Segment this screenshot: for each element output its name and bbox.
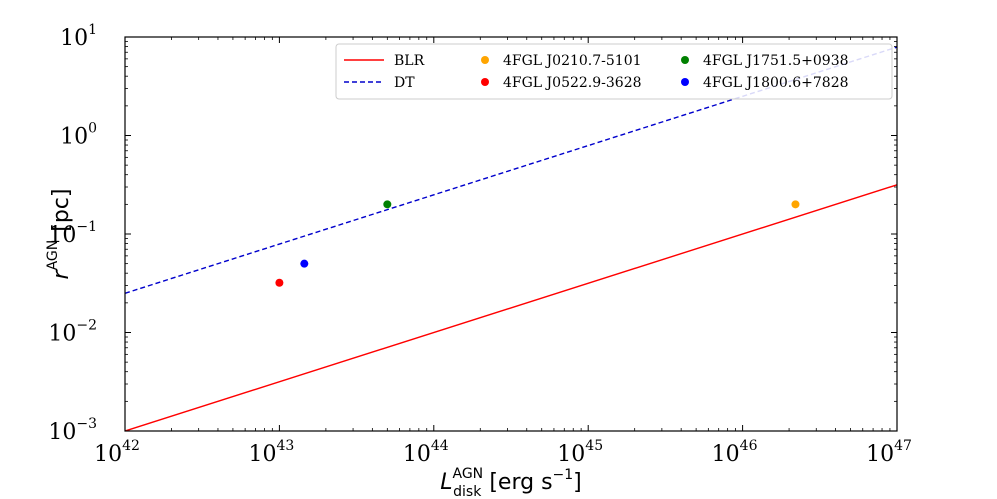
x-axis-label-unit-exp: −1 <box>553 467 574 483</box>
data-point-4 <box>300 259 309 268</box>
legend-box <box>335 43 893 100</box>
y-tick-label: 10−3 <box>48 416 97 445</box>
legend-label: 4FGL J1800.6+7828 <box>703 75 849 91</box>
y-axis-label: rAGN [pc] <box>45 189 74 280</box>
legend-label: 4FGL J0522.9-3628 <box>503 75 642 91</box>
legend-marker-point-4 <box>681 78 689 86</box>
x-tick-label: 1043 <box>248 438 294 467</box>
data-point-1 <box>791 200 800 209</box>
y-tick-label: 10−1 <box>48 219 97 248</box>
series-line-blr <box>124 184 898 432</box>
y-axis-label-sup: AGN <box>45 240 61 271</box>
x-tick-label: 1046 <box>712 438 758 467</box>
x-tick-label: 1045 <box>557 438 603 467</box>
data-point-3 <box>383 200 392 209</box>
y-tick-label: 10−2 <box>48 318 97 347</box>
y-tick-label: 100 <box>60 121 97 150</box>
x-tick-label: 1047 <box>866 438 912 467</box>
y-tick-label: 101 <box>60 22 97 51</box>
legend-label: 4FGL J0210.7-5101 <box>503 53 642 69</box>
x-axis-label: LAGN disk [erg s−1] <box>440 466 582 499</box>
legend-marker-point-3 <box>681 56 689 64</box>
x-axis-label-unit: [erg s <box>489 470 552 495</box>
x-axis-label-main: L <box>440 470 452 495</box>
legend-label: BLR <box>394 53 425 69</box>
data-point-2 <box>275 278 284 287</box>
legend: BLR DT 4FGL J0210.7-5101 4FGL J0522.9-3628 4… <box>335 43 893 100</box>
x-axis-label-unit-close: ] <box>573 470 582 495</box>
x-axis-label-sub: disk <box>453 484 482 499</box>
legend-label: DT <box>394 75 415 91</box>
legend-marker-point-2 <box>481 78 489 86</box>
x-tick-label: 1042 <box>94 438 140 467</box>
legend-marker-point-1 <box>481 56 489 64</box>
x-axis-label-sup: AGN <box>452 466 483 482</box>
y-axis-label-main: r <box>49 268 74 279</box>
x-tick-label: 1044 <box>403 438 449 467</box>
y-axis-label-unit: [pc] <box>49 189 74 232</box>
legend-label: 4FGL J1751.5+0938 <box>703 53 849 69</box>
